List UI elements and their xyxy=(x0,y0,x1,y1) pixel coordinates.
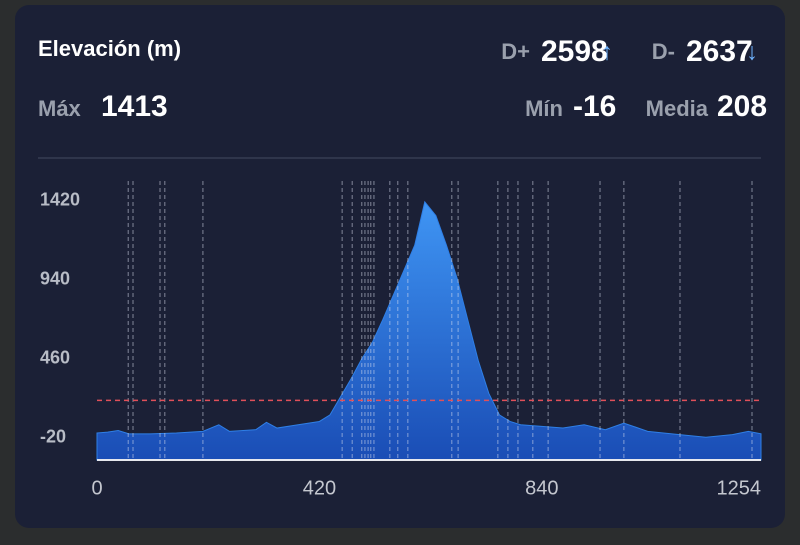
max-value: 1413 xyxy=(101,90,168,123)
d-plus-label: D+ xyxy=(501,39,530,64)
y-tick-label: 940 xyxy=(40,269,70,289)
x-tick-label: 840 xyxy=(525,477,558,499)
title: Elevación (m) xyxy=(38,36,181,61)
max-label: Máx xyxy=(38,96,82,121)
y-tick-label: -20 xyxy=(40,427,66,447)
card xyxy=(15,5,785,528)
x-tick-label: 0 xyxy=(91,477,102,499)
d-plus-arrow: ↑ xyxy=(601,38,613,65)
d-minus-arrow: ↓ xyxy=(746,38,758,65)
d-minus-value: 2637 xyxy=(686,35,753,68)
d-minus-label: D- xyxy=(652,39,675,64)
elevation-area xyxy=(96,200,762,461)
y-tick-label: 1420 xyxy=(40,190,80,210)
mean-label: Media xyxy=(646,96,709,121)
y-tick-label: 460 xyxy=(40,348,70,368)
d-plus-value: 2598 xyxy=(541,35,608,68)
x-tick-label: 1254 xyxy=(717,477,762,499)
x-tick-label: 420 xyxy=(303,477,336,499)
min-value: -16 xyxy=(573,90,616,123)
mean-value: 208 xyxy=(717,90,767,123)
min-label: Mín xyxy=(525,96,563,121)
